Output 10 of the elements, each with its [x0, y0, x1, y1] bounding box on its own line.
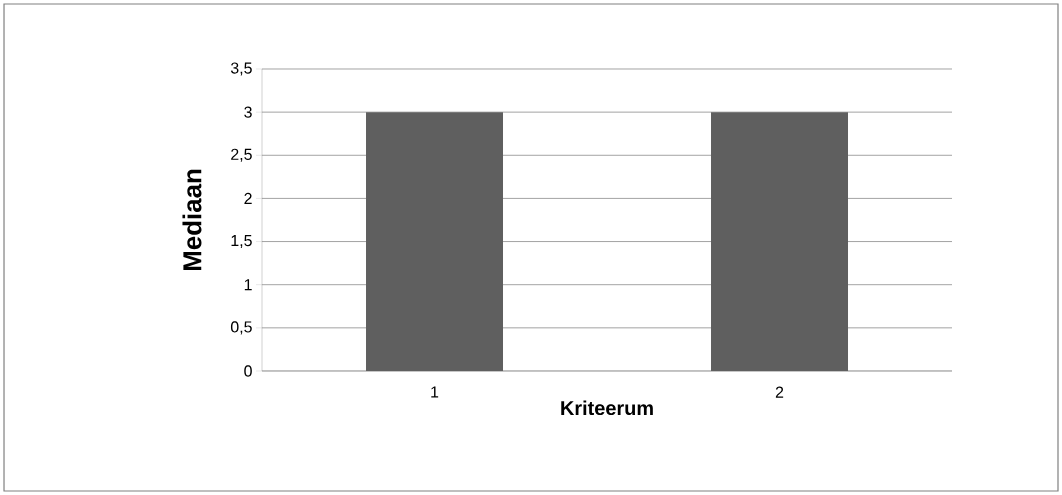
y-tick-label: 1 — [244, 279, 252, 291]
y-tick-label: 0,5 — [230, 321, 252, 335]
y-tick-label: 3 — [244, 106, 252, 118]
y-tick-label: 0 — [244, 365, 252, 377]
y-tick-label: 2 — [244, 192, 252, 204]
y-axis-title: Mediaan — [182, 169, 202, 271]
y-tick-label: 2,5 — [231, 148, 252, 162]
y-tick-label: 3,5 — [230, 62, 252, 76]
x-axis-title: Kriteerum — [561, 400, 653, 416]
y-tick-label: 1,5 — [231, 235, 252, 249]
